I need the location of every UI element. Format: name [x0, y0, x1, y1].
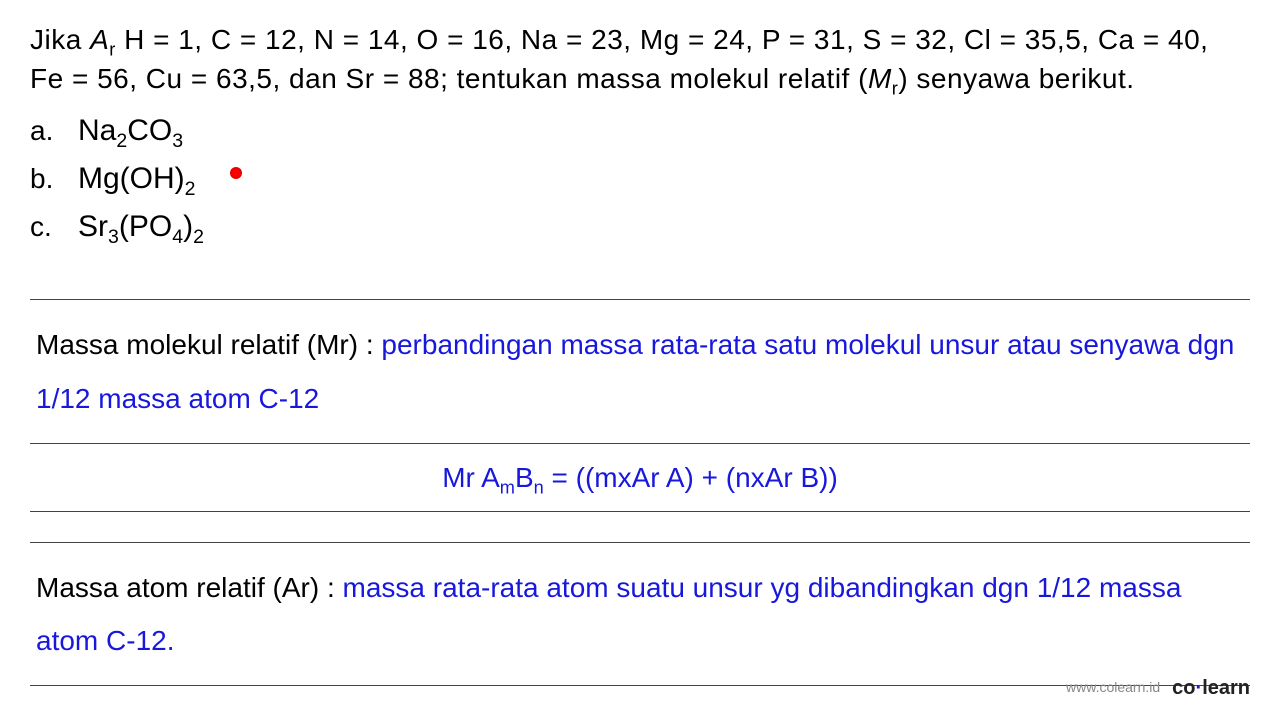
- formula-lhs-prefix: Mr A: [442, 462, 500, 493]
- definition-ar: Massa atom relatif (Ar) : massa rata-rat…: [30, 543, 1250, 685]
- logo-learn: learn: [1202, 677, 1250, 699]
- compound-row: c. Sr3(PO4)2: [30, 206, 1250, 248]
- compound-formula: Na2CO3: [78, 110, 183, 152]
- logo-co: co: [1172, 677, 1195, 699]
- compound-formula: Mg(OH)2: [78, 158, 196, 200]
- def-mr-label: Massa molekul relatif (Mr) :: [36, 329, 381, 360]
- compound-letter: a.: [30, 111, 58, 150]
- compound-row: a. Na2CO3: [30, 110, 1250, 152]
- footer: www.colearn.id co·learn: [1066, 674, 1250, 702]
- formula-lhs-mid: B: [515, 462, 534, 493]
- formula: Mr AmBn = ((mxAr A) + (nxAr B)): [30, 444, 1250, 511]
- formula-rhs: = ((mxAr A) + (nxAr B)): [544, 462, 838, 493]
- compound-formula: Sr3(PO4)2: [78, 206, 204, 248]
- footer-url: www.colearn.id: [1066, 678, 1160, 698]
- q-suffix: ) senyawa berikut.: [898, 63, 1134, 94]
- mr-symbol: M: [868, 63, 892, 94]
- compound-letter: b.: [30, 159, 58, 198]
- ar-symbol: A: [90, 24, 109, 55]
- pointer-dot: [230, 167, 242, 179]
- formula-sub-n: n: [534, 477, 544, 497]
- compound-letter: c.: [30, 207, 58, 246]
- q-prefix: Jika: [30, 24, 90, 55]
- def-ar-label: Massa atom relatif (Ar) :: [36, 572, 343, 603]
- compound-list: a. Na2CO3 b. Mg(OH)2 c. Sr3(PO4)2: [30, 110, 1250, 248]
- question-text: Jika Ar H = 1, C = 12, N = 14, O = 16, N…: [30, 20, 1250, 98]
- compound-row: b. Mg(OH)2: [30, 158, 1250, 200]
- footer-logo: co·learn: [1172, 674, 1250, 702]
- definition-mr: Massa molekul relatif (Mr) : perbandinga…: [30, 300, 1250, 442]
- formula-sub-m: m: [500, 477, 515, 497]
